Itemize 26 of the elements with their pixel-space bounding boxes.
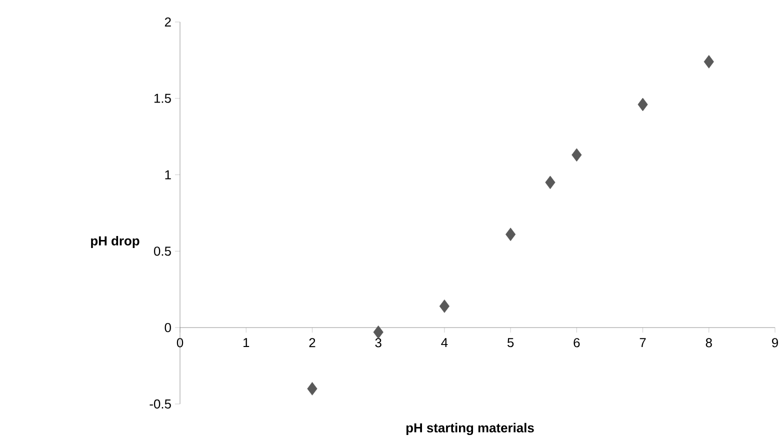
- point: [704, 55, 714, 68]
- x-tick-label: 4: [441, 338, 448, 348]
- y-tick-label: 0.5: [154, 246, 171, 256]
- x-tick-label: 3: [375, 338, 382, 348]
- point: [506, 228, 516, 242]
- y-axis-title: pH drop: [91, 236, 140, 248]
- y-tick-label: -0.5: [150, 399, 171, 409]
- y-tick-label: 1: [165, 170, 171, 180]
- point: [572, 148, 582, 162]
- x-tick-label: 2: [309, 338, 316, 348]
- x-tick-label: 7: [640, 338, 646, 348]
- point: [638, 98, 648, 112]
- point: [307, 382, 318, 396]
- x-tick-label: 8: [706, 338, 712, 348]
- point: [373, 325, 384, 339]
- point: [545, 176, 556, 190]
- point: [439, 300, 450, 313]
- x-tick-label: 9: [772, 338, 778, 348]
- y-tick-label: 2: [164, 17, 171, 27]
- x-tick-label: 0: [176, 338, 184, 348]
- x-tick-label: 1: [244, 338, 250, 348]
- x-axis-title: pH starting materials: [406, 422, 534, 436]
- y-tick-label: 1.5: [154, 94, 171, 103]
- y-tick-label: 0: [164, 322, 171, 332]
- x-tick-label: 6: [574, 338, 580, 348]
- x-tick-label: 5: [507, 338, 514, 348]
